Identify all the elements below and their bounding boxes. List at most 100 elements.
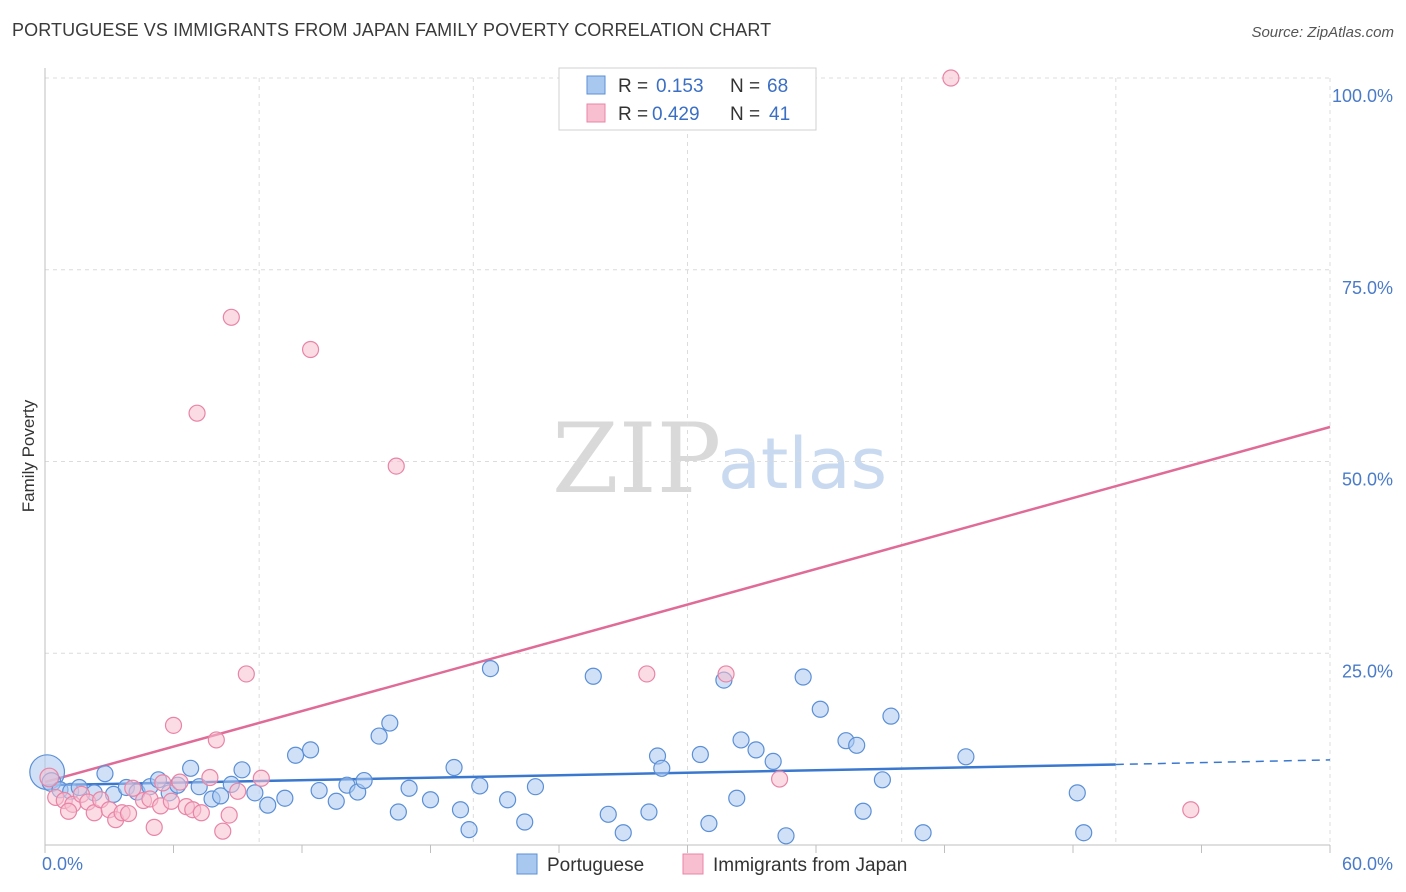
point-portuguese xyxy=(614,824,632,842)
point-portuguese xyxy=(451,801,470,819)
y-tick-label: 50.0% xyxy=(1342,470,1393,490)
point-japan xyxy=(164,716,183,734)
point-portuguese xyxy=(481,659,500,678)
correlation-legend: R = 0.153 N = 68 R = 0.429 N = 41 xyxy=(558,67,817,131)
point-portuguese xyxy=(700,814,718,833)
legend-n-label-japan: N = xyxy=(730,104,760,125)
legend-r-label-japan: R = xyxy=(618,104,648,125)
series-legend-swatch-japan xyxy=(682,853,704,875)
y-axis-label: Family Poverty xyxy=(19,399,38,512)
chart-source: Source: ZipAtlas.com xyxy=(1251,24,1394,41)
point-portuguese xyxy=(516,813,534,831)
point-japan xyxy=(124,779,142,797)
y-tick-label: 75.0% xyxy=(1342,278,1393,298)
point-portuguese xyxy=(301,741,320,759)
point-portuguese xyxy=(957,748,975,766)
point-japan xyxy=(220,806,238,824)
trend-line-japan xyxy=(44,425,1331,784)
legend-r-value-japan: 0.429 xyxy=(652,104,700,125)
axes xyxy=(44,68,1331,853)
point-japan xyxy=(207,731,225,749)
watermark-atlas: atlas xyxy=(718,423,887,505)
point-japan xyxy=(59,802,78,820)
point-portuguese xyxy=(854,802,872,820)
y-tick-label: 100.0% xyxy=(1332,86,1393,106)
point-portuguese xyxy=(914,824,932,842)
point-japan xyxy=(145,818,163,836)
point-portuguese xyxy=(499,791,517,809)
legend-n-value-portuguese: 68 xyxy=(767,76,788,97)
series-legend-label-portuguese: Portuguese xyxy=(547,855,644,876)
series-legend: Portuguese Immigrants from Japan xyxy=(516,853,907,876)
point-portuguese xyxy=(1068,784,1086,802)
point-japan xyxy=(252,769,270,787)
point-japan xyxy=(119,804,138,823)
point-portuguese xyxy=(355,771,373,790)
point-portuguese xyxy=(327,792,345,810)
point-portuguese xyxy=(212,787,230,805)
point-portuguese xyxy=(640,803,658,821)
point-japan xyxy=(162,792,180,810)
point-portuguese xyxy=(96,765,114,783)
point-portuguese xyxy=(653,759,671,777)
point-portuguese xyxy=(445,758,463,777)
point-portuguese xyxy=(310,781,328,800)
legend-r-value-portuguese: 0.153 xyxy=(656,76,704,97)
point-portuguese xyxy=(460,821,478,839)
point-portuguese xyxy=(421,791,440,809)
point-portuguese xyxy=(182,759,200,777)
point-portuguese xyxy=(732,731,750,749)
x-tick-label: 60.0% xyxy=(1342,854,1393,874)
point-portuguese xyxy=(1075,824,1093,842)
point-japan xyxy=(301,340,320,359)
point-japan xyxy=(717,665,735,683)
point-portuguese xyxy=(873,771,891,789)
point-portuguese xyxy=(471,777,489,795)
point-japan xyxy=(638,665,656,683)
point-portuguese xyxy=(848,736,866,754)
point-portuguese xyxy=(246,784,264,802)
point-portuguese xyxy=(526,778,545,796)
point-portuguese xyxy=(811,700,829,718)
legend-swatch-japan xyxy=(586,103,606,123)
point-portuguese xyxy=(584,667,602,685)
point-japan xyxy=(222,308,240,326)
point-japan xyxy=(171,773,189,791)
watermark-zip: ZIP xyxy=(552,403,721,515)
point-japan xyxy=(229,782,247,800)
point-portuguese xyxy=(691,745,709,764)
tick-labels: 25.0% 50.0% 75.0% 100.0% 0.0% 60.0% xyxy=(42,86,1393,874)
point-portuguese xyxy=(370,727,388,745)
point-portuguese xyxy=(728,789,746,807)
point-japan xyxy=(214,822,232,840)
point-portuguese xyxy=(882,707,900,725)
point-portuguese xyxy=(764,752,782,770)
series-legend-swatch-portuguese xyxy=(516,853,538,875)
data-points xyxy=(29,69,1200,845)
point-portuguese xyxy=(233,761,251,779)
point-japan xyxy=(154,774,172,792)
point-portuguese xyxy=(747,741,765,759)
point-japan xyxy=(39,767,60,788)
point-japan xyxy=(942,69,960,87)
point-portuguese xyxy=(599,805,617,823)
point-portuguese xyxy=(794,668,812,686)
x-tick-label: 0.0% xyxy=(42,854,83,874)
legend-n-value-japan: 41 xyxy=(769,104,790,125)
chart-title: PORTUGUESE VS IMMIGRANTS FROM JAPAN FAMI… xyxy=(12,20,772,40)
point-portuguese xyxy=(286,746,305,764)
point-japan xyxy=(188,404,206,422)
series-legend-label-japan: Immigrants from Japan xyxy=(713,855,907,876)
point-portuguese xyxy=(389,803,407,821)
legend-r-label-portuguese: R = xyxy=(618,76,648,97)
point-japan xyxy=(387,457,405,475)
point-japan xyxy=(192,804,210,822)
point-portuguese xyxy=(276,789,294,807)
point-portuguese xyxy=(777,827,795,845)
point-japan xyxy=(201,768,219,787)
y-tick-label: 25.0% xyxy=(1342,661,1393,681)
legend-n-label-portuguese: N = xyxy=(730,76,760,97)
point-japan xyxy=(237,665,255,683)
point-portuguese xyxy=(400,779,418,797)
